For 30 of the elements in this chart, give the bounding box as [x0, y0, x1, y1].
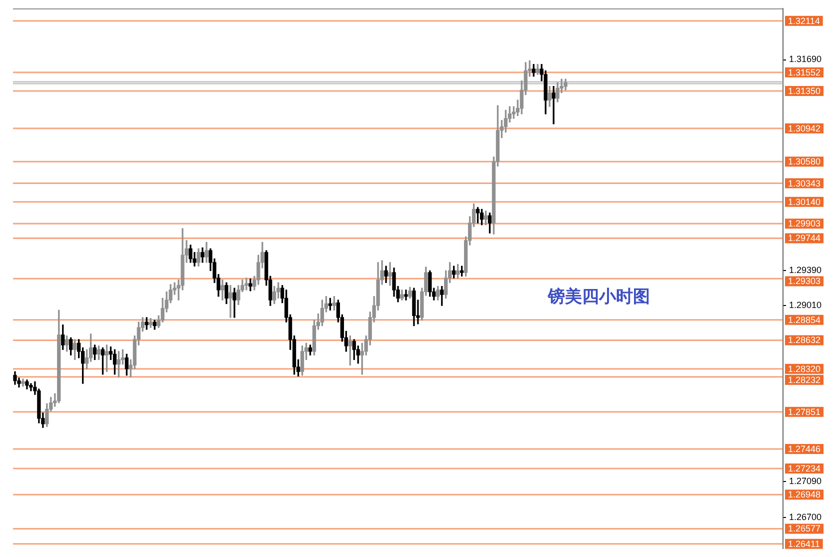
ref-line-label: 1.29903 [788, 218, 821, 229]
ref-line-label: 1.31350 [788, 86, 821, 96]
ref-line-label: 1.26948 [788, 490, 821, 500]
candlestick [228, 285, 232, 318]
ref-line-label: 1.27234 [788, 463, 821, 474]
ref-line-label: 1.30343 [788, 178, 821, 188]
candlestick [404, 290, 408, 300]
ref-line-label: 1.32114 [788, 16, 820, 26]
ref-line-label: 1.26411 [788, 538, 820, 549]
candlestick [220, 280, 224, 300]
ref-line-label: 1.28854 [788, 314, 821, 325]
ref-line-label: 1.30580 [788, 156, 821, 167]
y-tick-label: 1.26700 [789, 512, 822, 522]
y-tick-label: 1.27090 [789, 476, 822, 486]
y-tick-label: 1.29010 [789, 300, 822, 310]
y-tick-label: 1.29390 [789, 265, 822, 276]
ref-line-label: 1.30140 [788, 196, 821, 207]
ref-line-label: 1.28632 [788, 335, 821, 346]
ref-line-label: 1.31552 [788, 67, 821, 78]
candlestick [388, 262, 392, 286]
ref-line-label: 1.30942 [788, 123, 821, 134]
ref-line-label: 1.26577 [788, 524, 821, 534]
y-tick-label: 1.31690 [789, 54, 822, 64]
ref-line-label: 1.28232 [788, 374, 821, 385]
ref-line-label: 1.29744 [788, 233, 821, 244]
ref-line-label: 1.29303 [788, 276, 821, 286]
ref-line-label: 1.28320 [788, 364, 821, 374]
text: 镑美四小时图 [547, 286, 650, 307]
ref-line-label: 1.27851 [788, 406, 821, 417]
ref-line-label: 1.27446 [788, 444, 821, 454]
